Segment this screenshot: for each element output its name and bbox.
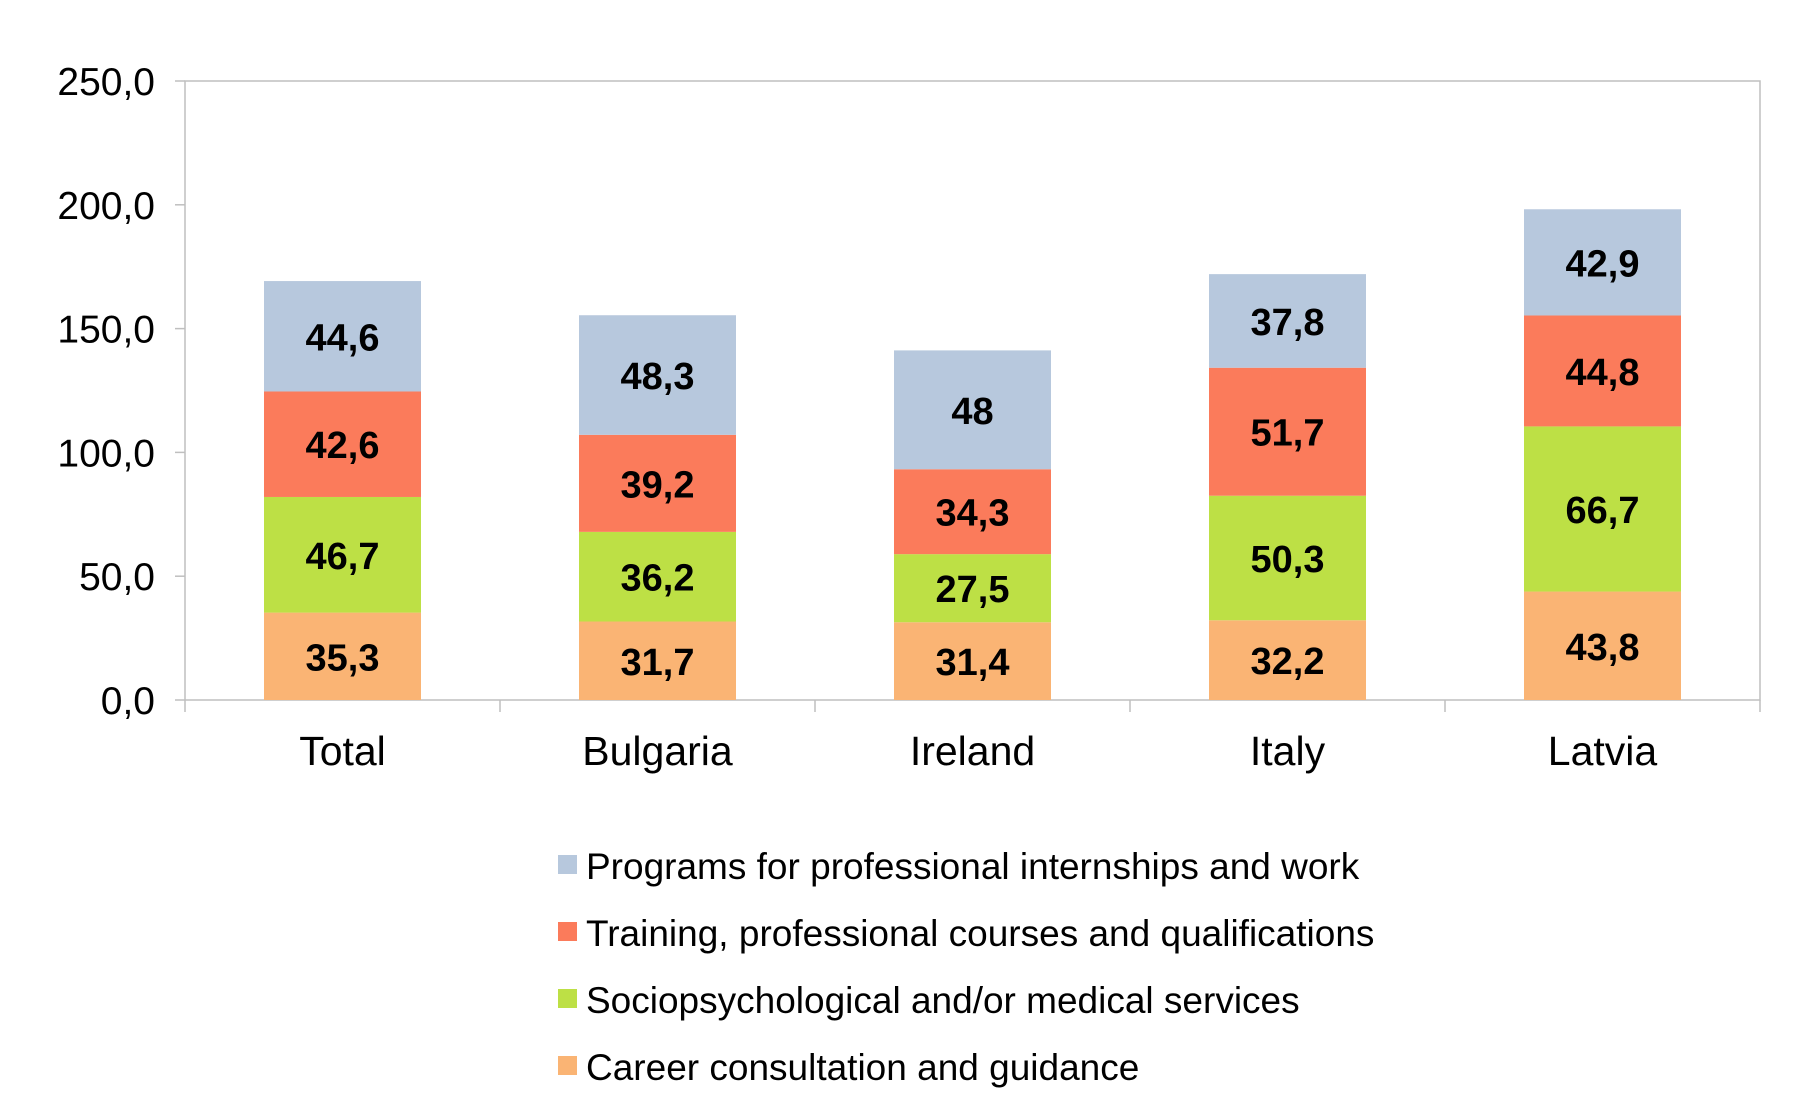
bar-segment (1209, 367, 1366, 496)
bar-segment (1524, 426, 1681, 592)
bar-segment (894, 469, 1051, 555)
data-label: 43,8 (1566, 627, 1640, 669)
legend-swatch (558, 855, 577, 874)
data-label: 50,3 (1251, 539, 1325, 581)
data-label: 31,7 (621, 642, 695, 684)
bar-segment (1209, 495, 1366, 621)
data-label: 44,8 (1566, 352, 1640, 394)
legend-item: Career consultation and guidance (558, 1047, 1139, 1088)
bar-segment (1524, 209, 1681, 316)
legend-label: Career consultation and guidance (586, 1047, 1139, 1088)
data-label: 42,6 (306, 425, 380, 467)
bar-segment (264, 612, 421, 700)
x-category-label: Total (299, 728, 386, 774)
bar-segment (894, 554, 1051, 623)
legend: Programs for professional internships an… (558, 846, 1374, 1088)
data-label: 44,6 (306, 317, 380, 359)
legend-item: Programs for professional internships an… (558, 846, 1360, 887)
legend-swatch (558, 989, 577, 1008)
data-label: 42,9 (1566, 243, 1640, 285)
legend-swatch (558, 922, 577, 941)
x-category-label: Italy (1250, 728, 1326, 774)
legend-swatch (558, 1056, 577, 1075)
data-label: 48 (951, 391, 993, 433)
bar-segment (579, 621, 736, 700)
data-label: 37,8 (1251, 302, 1325, 344)
bar-segment (1209, 274, 1366, 368)
legend-item: Training, professional courses and quali… (558, 913, 1374, 954)
y-tick-label: 50,0 (79, 556, 155, 599)
bar-segment (579, 434, 736, 532)
bar-segment (264, 391, 421, 497)
bar-segment (1209, 620, 1366, 700)
legend-label: Training, professional courses and quali… (586, 913, 1374, 954)
bar-segment (1524, 591, 1681, 700)
bar-segment (264, 496, 421, 613)
data-label: 27,5 (936, 569, 1010, 611)
bar-segment (579, 531, 736, 622)
data-label: 34,3 (936, 493, 1010, 535)
data-label: 32,2 (1251, 641, 1325, 683)
data-label: 31,4 (936, 642, 1010, 684)
legend-item: Sociopsychological and/or medical servic… (558, 980, 1300, 1021)
y-tick-label: 200,0 (57, 185, 155, 228)
y-axis: 0,0 50,0 100,0 150,0 200,0 250,0 (57, 61, 185, 723)
data-label: 35,3 (306, 637, 380, 679)
data-label: 51,7 (1251, 413, 1325, 455)
legend-label: Sociopsychological and/or medical servic… (586, 980, 1300, 1021)
y-tick-label: 100,0 (57, 432, 155, 475)
data-label: 39,2 (621, 464, 695, 506)
data-label: 48,3 (621, 356, 695, 398)
y-tick-label: 0,0 (101, 680, 155, 723)
x-category-label: Latvia (1548, 728, 1658, 774)
data-label: 66,7 (1566, 490, 1640, 532)
data-label: 36,2 (621, 558, 695, 600)
bar-segment (1524, 315, 1681, 427)
x-category-label: Bulgaria (582, 728, 733, 774)
bar-segment (579, 315, 736, 435)
data-label: 46,7 (306, 536, 380, 578)
bar-segment (264, 281, 421, 392)
x-category-label: Ireland (910, 728, 1035, 774)
x-axis: Total Bulgaria Ireland Italy Latvia (184, 700, 1761, 774)
bars: 35,3 46,7 42,6 44,6 31,7 36,2 39,2 48,3 31,4 27,5… (264, 209, 1681, 700)
bar-segment (894, 350, 1051, 470)
legend-label: Programs for professional internships an… (586, 846, 1360, 887)
bar-segment (894, 622, 1051, 700)
y-tick-label: 150,0 (57, 309, 155, 352)
y-tick-label: 250,0 (57, 61, 155, 104)
